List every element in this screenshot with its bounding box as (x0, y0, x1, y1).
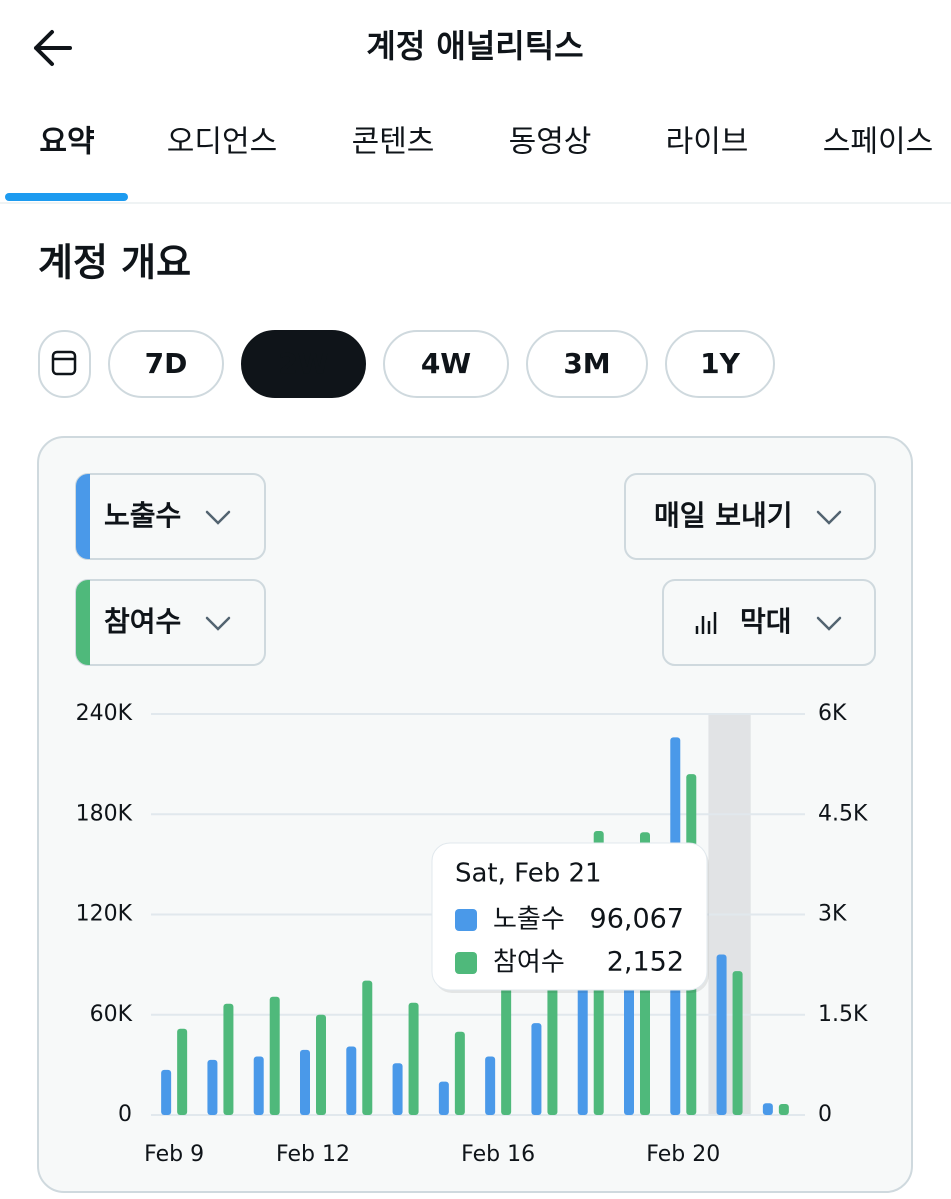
tooltip-name: 참여수 (493, 948, 565, 978)
y2-tick-label: 0 (818, 1102, 832, 1127)
bar-icon (695, 612, 717, 634)
chevron (205, 616, 231, 631)
bar (501, 967, 512, 1115)
export-button[interactable] (624, 473, 876, 560)
y2-tick-label: 3K (818, 902, 847, 927)
tooltip-value: 2,152 (607, 947, 684, 978)
range-label: 3M (563, 347, 610, 380)
y2-tick-label: 6K (818, 701, 847, 726)
chevron (205, 510, 231, 525)
tooltip (431, 842, 708, 991)
tab[interactable]: 요약 (39, 125, 94, 160)
x-tick-label: Feb 20 (646, 1142, 720, 1167)
metric-color (76, 474, 90, 559)
y2-tick-label: 4.5K (818, 801, 868, 826)
x-tick-label: Feb 16 (461, 1142, 535, 1167)
tooltip-title: Sat, Feb 21 (455, 859, 602, 889)
chevron (816, 510, 842, 525)
y-tick-label: 180K (76, 801, 133, 826)
bar (438, 1081, 449, 1115)
x-tick-label: Feb 12 (276, 1142, 350, 1167)
bar (485, 1056, 496, 1115)
bar (253, 1056, 264, 1115)
range-label: 2W (278, 347, 328, 380)
export-label: 매일 보내기 (654, 499, 793, 532)
calendar-button[interactable] (38, 330, 91, 398)
bar (316, 1014, 326, 1115)
chart-style-label: 막대 (740, 605, 792, 638)
tab[interactable]: 라이브 (666, 125, 749, 160)
bar (207, 1059, 218, 1115)
bar (454, 1031, 465, 1115)
bar (223, 1003, 234, 1115)
tooltip-swatch (455, 909, 477, 931)
range-button[interactable] (665, 330, 775, 398)
bar (392, 1063, 403, 1115)
section-title: 계정 개요 (38, 241, 191, 285)
y-tick-label: 120K (76, 902, 133, 927)
bar (269, 996, 280, 1115)
bar (408, 1002, 419, 1115)
bar (778, 1103, 789, 1115)
bar (362, 980, 373, 1115)
range-button[interactable] (241, 330, 366, 398)
bar (300, 1049, 310, 1115)
y-tick-label: 60K (90, 1002, 133, 1027)
tab[interactable]: 스페이스 (823, 125, 933, 160)
bar (346, 1046, 357, 1115)
range-label: 7D (145, 347, 188, 380)
bar (161, 1069, 172, 1115)
tab[interactable]: 동영상 (509, 125, 592, 160)
chevron (816, 616, 842, 631)
metric-name: 참여수 (104, 605, 181, 638)
calendar-icon (51, 350, 77, 376)
bar (177, 1028, 188, 1115)
bar (716, 954, 727, 1115)
bar (732, 971, 743, 1115)
tab[interactable]: 콘텐츠 (352, 125, 435, 160)
tooltip-name: 노출수 (493, 905, 565, 935)
chart-style-button[interactable] (662, 579, 876, 666)
bar (531, 1023, 542, 1115)
range-label: 4W (421, 347, 471, 380)
metric-name: 노출수 (104, 499, 181, 532)
x-tick-label: Feb 9 (144, 1142, 204, 1167)
range-button[interactable] (108, 330, 224, 398)
range-button[interactable] (383, 330, 509, 398)
back-button[interactable] (34, 30, 72, 66)
range-label: 1Y (700, 347, 740, 380)
tooltip-swatch (455, 952, 477, 974)
y-tick-label: 240K (76, 701, 133, 726)
tab-indicator (5, 193, 128, 201)
tooltip-value: 96,067 (590, 904, 684, 935)
page-title: 계정 애널리틱스 (366, 27, 583, 65)
y2-tick-label: 1.5K (818, 1002, 868, 1027)
bar (762, 1103, 773, 1115)
range-button[interactable] (526, 330, 648, 398)
tab[interactable]: 오디언스 (167, 125, 277, 160)
metric-color (76, 580, 90, 665)
y-tick-label: 0 (118, 1102, 132, 1127)
